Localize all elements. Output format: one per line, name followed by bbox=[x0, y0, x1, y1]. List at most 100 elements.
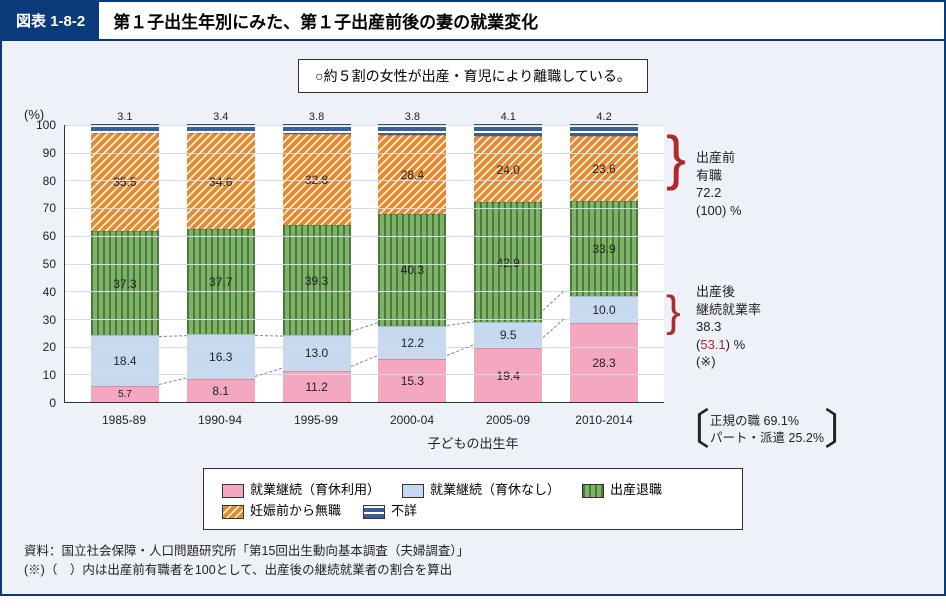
source-line: (※)（ ）内は出産前有職者を100として、出産後の継続就業者の割合を算出 bbox=[24, 561, 922, 580]
bar-value: 40.3 bbox=[401, 263, 424, 277]
y-axis-labels: 0102030405060708090100 bbox=[24, 125, 60, 403]
annotation-text: パート・派遣 25.2% bbox=[710, 430, 824, 447]
bar-value: 34.6 bbox=[209, 175, 232, 189]
y-tick: 30 bbox=[43, 313, 56, 327]
bar-value: 3.8 bbox=[283, 111, 351, 123]
annotation-text: 継続就業率 bbox=[696, 301, 761, 319]
annotation-postbirth: 出産後 継続就業率 38.3 (53.1) % (※) bbox=[696, 283, 761, 371]
bar-value: 9.5 bbox=[500, 328, 517, 342]
bar-value: 5.7 bbox=[118, 389, 132, 400]
bar-value: 23.6 bbox=[592, 162, 615, 176]
bar-value: 37.7 bbox=[209, 275, 232, 289]
annotation-text: 有職 bbox=[696, 167, 742, 185]
y-tick: 70 bbox=[43, 201, 56, 215]
bar-value: 33.9 bbox=[592, 242, 615, 256]
bar-segment: 12.2 bbox=[378, 326, 446, 360]
source-note: 資料：国立社会保障・人口問題研究所「第15回出生動向基本調査（夫婦調査）」 (※… bbox=[24, 542, 922, 580]
figure-number: 図表 1-8-2 bbox=[2, 2, 99, 39]
annotation-text: 出産前 bbox=[696, 149, 742, 167]
bar-value: 10.0 bbox=[592, 303, 615, 317]
y-tick: 40 bbox=[43, 285, 56, 299]
y-tick: 0 bbox=[49, 396, 56, 410]
bar-value: 28.3 bbox=[592, 356, 615, 370]
x-tick: 2010-2014 bbox=[566, 413, 642, 427]
legend-label: 就業継続（育休なし） bbox=[430, 482, 560, 497]
bar-value: 4.2 bbox=[570, 111, 638, 123]
legend-label: 出産退職 bbox=[610, 482, 662, 497]
annotation-text: 正規の職 69.1% bbox=[710, 413, 824, 430]
bar-value: 15.3 bbox=[401, 374, 424, 388]
x-tick: 2000-04 bbox=[374, 413, 450, 427]
bar-value: 4.1 bbox=[474, 111, 542, 123]
title-bar: 図表 1-8-2 第１子出生年別にみた、第１子出産前後の妻の就業変化 bbox=[2, 2, 944, 41]
bar-segment: 9.5 bbox=[474, 322, 542, 348]
callout-box: ○約５割の女性が出産・育児により離職している。 bbox=[298, 59, 648, 93]
bar-segment: 35.5 bbox=[91, 133, 159, 232]
y-tick: 60 bbox=[43, 229, 56, 243]
bar-value: 37.3 bbox=[113, 277, 136, 291]
bar-segment: 24.0 bbox=[474, 136, 542, 203]
bar-segment: 28.4 bbox=[378, 135, 446, 214]
side-annotations: } 出産前 有職 72.2 (100) % } 出産後 継続就業率 38.3 (… bbox=[664, 107, 922, 125]
bar-segment: 23.6 bbox=[570, 136, 638, 202]
y-tick: 90 bbox=[43, 146, 56, 160]
legend-item: 妊娠前から無職 bbox=[222, 500, 341, 519]
bar-segment: 42.9 bbox=[474, 202, 542, 321]
bar-value: 11.2 bbox=[305, 380, 327, 394]
annotation-text: 72.2 bbox=[696, 184, 742, 202]
bar-value: 13.0 bbox=[305, 346, 328, 360]
plot-area: 3.135.537.318.45.73.434.637.716.38.13.83… bbox=[64, 125, 664, 403]
annotation-text: 出産後 bbox=[696, 283, 761, 301]
x-tick: 1990-94 bbox=[182, 413, 258, 427]
legend: 就業継続（育休利用） 就業継続（育休なし） 出産退職 妊娠前から無職 不詳 bbox=[203, 468, 743, 530]
bar-segment: 11.2 bbox=[283, 371, 351, 402]
legend-item: 不詳 bbox=[363, 500, 417, 519]
bar-segment: 33.9 bbox=[570, 201, 638, 295]
bar-segment: 28.3 bbox=[570, 323, 638, 402]
bar-value: 18.4 bbox=[113, 354, 136, 368]
bar-value: 24.0 bbox=[497, 163, 520, 177]
legend-label: 不詳 bbox=[391, 503, 417, 518]
bar-segment: 5.7 bbox=[91, 386, 159, 402]
bar-value: 3.4 bbox=[187, 111, 255, 123]
annotation-prebirth: 出産前 有職 72.2 (100) % bbox=[696, 149, 742, 219]
y-tick: 20 bbox=[43, 340, 56, 354]
annotation-breakdown: 〔 正規の職 69.1% パート・派遣 25.2% 〕 bbox=[668, 402, 866, 459]
x-tick: 1995-99 bbox=[278, 413, 354, 427]
bar-segment: 15.3 bbox=[378, 359, 446, 402]
bar-segment: 40.3 bbox=[378, 214, 446, 326]
source-line: 資料：国立社会保障・人口問題研究所「第15回出生動向基本調査（夫婦調査）」 bbox=[24, 542, 922, 561]
annotation-text: (100) % bbox=[696, 202, 742, 220]
y-tick: 50 bbox=[43, 257, 56, 271]
x-tick: 1985-89 bbox=[86, 413, 162, 427]
y-tick: 10 bbox=[43, 368, 56, 382]
annotation-text: (※) bbox=[696, 353, 761, 371]
bar-value: 8.1 bbox=[212, 384, 229, 398]
bar-value: 3.8 bbox=[378, 111, 446, 123]
x-axis-labels: 1985-89 1990-94 1995-99 2000-04 2005-09 2010-… bbox=[64, 413, 664, 427]
bar-segment: 13.0 bbox=[283, 335, 351, 371]
bar-segment: 8.1 bbox=[187, 379, 255, 402]
legend-label: 妊娠前から無職 bbox=[250, 503, 341, 518]
y-tick: 80 bbox=[43, 174, 56, 188]
plot: (%) 0102030405060708090100 3.135.537.318… bbox=[24, 107, 664, 427]
legend-label: 就業継続（育休利用） bbox=[250, 482, 380, 497]
bar-value: 16.3 bbox=[209, 350, 232, 364]
chart-area: ○約５割の女性が出産・育児により離職している。 (%) 010203040506… bbox=[2, 41, 944, 594]
annotation-text: (53.1) % bbox=[696, 336, 761, 354]
bar-value: 19.4 bbox=[497, 369, 520, 383]
bar-value: 3.1 bbox=[91, 111, 159, 123]
bar-value: 12.2 bbox=[401, 336, 424, 350]
legend-item: 就業継続（育休利用） bbox=[222, 479, 380, 498]
bar-value: 35.5 bbox=[113, 175, 136, 189]
figure-title: 第１子出生年別にみた、第１子出産前後の妻の就業変化 bbox=[99, 2, 552, 39]
x-tick: 2005-09 bbox=[470, 413, 546, 427]
bar-segment: 16.3 bbox=[187, 334, 255, 379]
legend-item: 出産退職 bbox=[582, 479, 662, 498]
figure-container: 図表 1-8-2 第１子出生年別にみた、第１子出産前後の妻の就業変化 ○約５割の… bbox=[0, 0, 946, 596]
annotation-text: 38.3 bbox=[696, 318, 761, 336]
bar-value: 39.3 bbox=[305, 274, 328, 288]
legend-item: 就業継続（育休なし） bbox=[402, 479, 560, 498]
bar-segment: 18.4 bbox=[91, 335, 159, 386]
y-tick: 100 bbox=[36, 118, 56, 132]
